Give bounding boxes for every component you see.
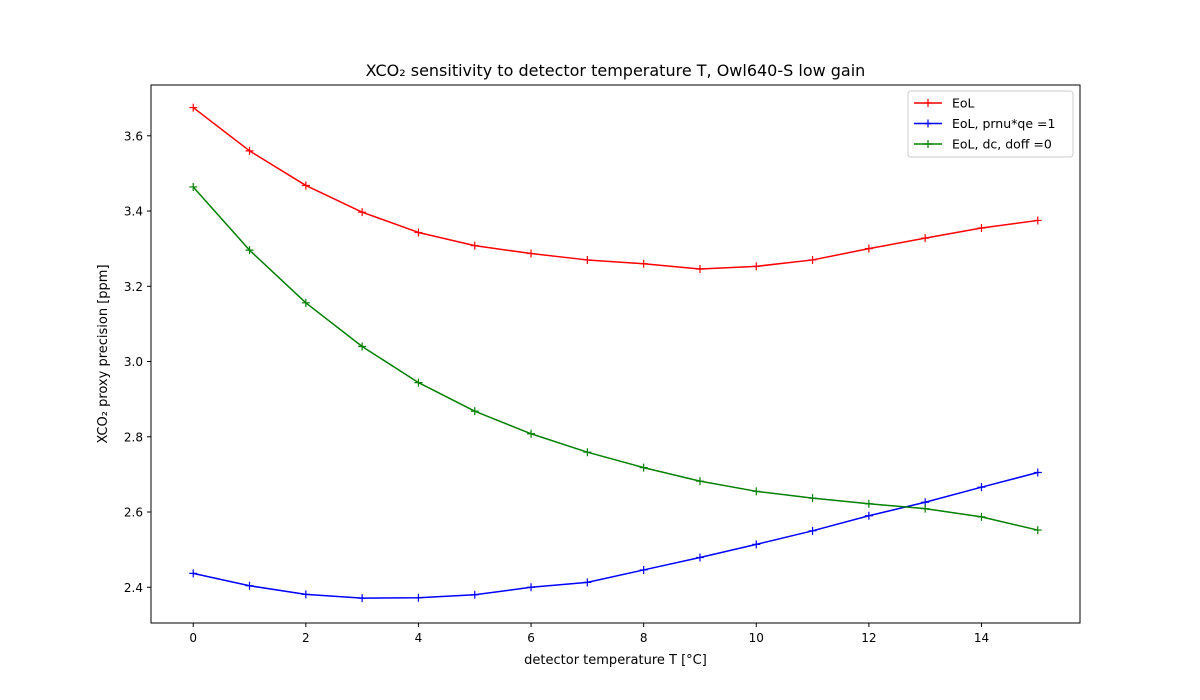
data-point bbox=[752, 540, 761, 549]
data-point bbox=[921, 504, 930, 513]
x-tick-label: 4 bbox=[415, 631, 423, 645]
data-point bbox=[414, 378, 423, 387]
data-point bbox=[189, 182, 198, 191]
data-point bbox=[358, 342, 367, 351]
data-point bbox=[864, 244, 873, 253]
data-point bbox=[752, 487, 761, 496]
data-point bbox=[245, 146, 254, 155]
x-axis: 0 2 4 6 8 10 12 14 bbox=[189, 623, 989, 645]
data-point bbox=[470, 241, 479, 250]
y-tick-label: 3.4 bbox=[124, 205, 143, 219]
data-point bbox=[864, 511, 873, 520]
y-tick-label: 2.6 bbox=[124, 506, 143, 520]
data-point bbox=[639, 259, 648, 268]
x-tick-label: 0 bbox=[189, 631, 197, 645]
data-point bbox=[358, 208, 367, 217]
y-axis-label: XCO₂ proxy precision [ppm] bbox=[96, 264, 111, 443]
data-point bbox=[1033, 216, 1042, 225]
chart-title: XCO₂ sensitivity to detector temperature… bbox=[366, 61, 866, 80]
data-point bbox=[583, 255, 592, 264]
data-point bbox=[808, 255, 817, 264]
y-axis: 2.4 2.6 2.8 3.0 3.2 3.4 3.6 bbox=[124, 129, 151, 595]
data-point bbox=[583, 578, 592, 587]
data-point bbox=[470, 590, 479, 599]
data-point bbox=[808, 526, 817, 535]
data-point bbox=[639, 463, 648, 472]
data-point bbox=[1033, 468, 1042, 477]
data-point bbox=[245, 246, 254, 255]
series-layer bbox=[189, 103, 1042, 603]
y-tick-label: 2.4 bbox=[124, 581, 143, 595]
data-point bbox=[583, 448, 592, 457]
x-tick-label: 6 bbox=[527, 631, 535, 645]
data-point bbox=[301, 298, 310, 307]
series-eol-dc-doff-0 bbox=[189, 182, 1042, 535]
plot-frame bbox=[150, 84, 1081, 624]
data-point bbox=[245, 581, 254, 590]
legend-box bbox=[907, 90, 1074, 158]
x-tick-label: 8 bbox=[640, 631, 648, 645]
data-point bbox=[301, 181, 310, 190]
series-eol-prnu-qe-1 bbox=[189, 468, 1042, 603]
legend-label: EoL bbox=[952, 96, 975, 111]
legend-label: EoL, prnu*qe =1 bbox=[952, 116, 1055, 131]
data-point bbox=[752, 262, 761, 271]
data-point bbox=[639, 565, 648, 574]
data-point bbox=[695, 553, 704, 562]
y-tick-label: 3.2 bbox=[124, 280, 143, 294]
plot-area bbox=[150, 84, 1081, 624]
data-point bbox=[1033, 526, 1042, 535]
data-point bbox=[921, 234, 930, 243]
data-point bbox=[470, 407, 479, 416]
data-point bbox=[977, 223, 986, 232]
x-tick-label: 10 bbox=[749, 631, 764, 645]
y-tick-label: 2.8 bbox=[124, 430, 143, 444]
data-point bbox=[695, 477, 704, 486]
data-point bbox=[977, 512, 986, 521]
data-point bbox=[695, 264, 704, 273]
legend-marker bbox=[924, 119, 932, 128]
x-tick-label: 2 bbox=[302, 631, 310, 645]
data-point bbox=[808, 494, 817, 503]
data-point bbox=[301, 590, 310, 599]
legend-label: EoL, dc, doff =0 bbox=[952, 137, 1052, 152]
data-point bbox=[414, 593, 423, 602]
series-line bbox=[192, 186, 1038, 531]
legend-item: EoL, dc, doff =0 bbox=[914, 137, 1052, 152]
series-line bbox=[192, 106, 1038, 270]
data-point bbox=[189, 103, 198, 112]
legend-item: EoL bbox=[914, 96, 975, 111]
data-point bbox=[189, 569, 198, 578]
x-axis-label: detector temperature T [°C] bbox=[524, 653, 707, 668]
x-tick-label: 12 bbox=[861, 631, 876, 645]
data-point bbox=[527, 583, 536, 592]
x-tick-label: 14 bbox=[974, 631, 989, 645]
legend-marker bbox=[924, 99, 932, 107]
legend-marker bbox=[924, 140, 932, 148]
data-point bbox=[977, 483, 986, 492]
y-tick-label: 3.0 bbox=[124, 355, 143, 369]
data-point bbox=[864, 499, 873, 508]
data-point bbox=[414, 228, 423, 237]
legend-item: EoL, prnu*qe =1 bbox=[914, 116, 1055, 131]
data-point bbox=[527, 249, 536, 258]
series-eol bbox=[189, 103, 1042, 273]
data-point bbox=[527, 429, 536, 438]
data-point bbox=[358, 594, 367, 603]
legend: EoL EoL, prnu*qe =1 EoL, dc, doff =0 bbox=[907, 90, 1074, 158]
series-line bbox=[193, 471, 1038, 599]
y-tick-label: 3.6 bbox=[124, 129, 143, 143]
